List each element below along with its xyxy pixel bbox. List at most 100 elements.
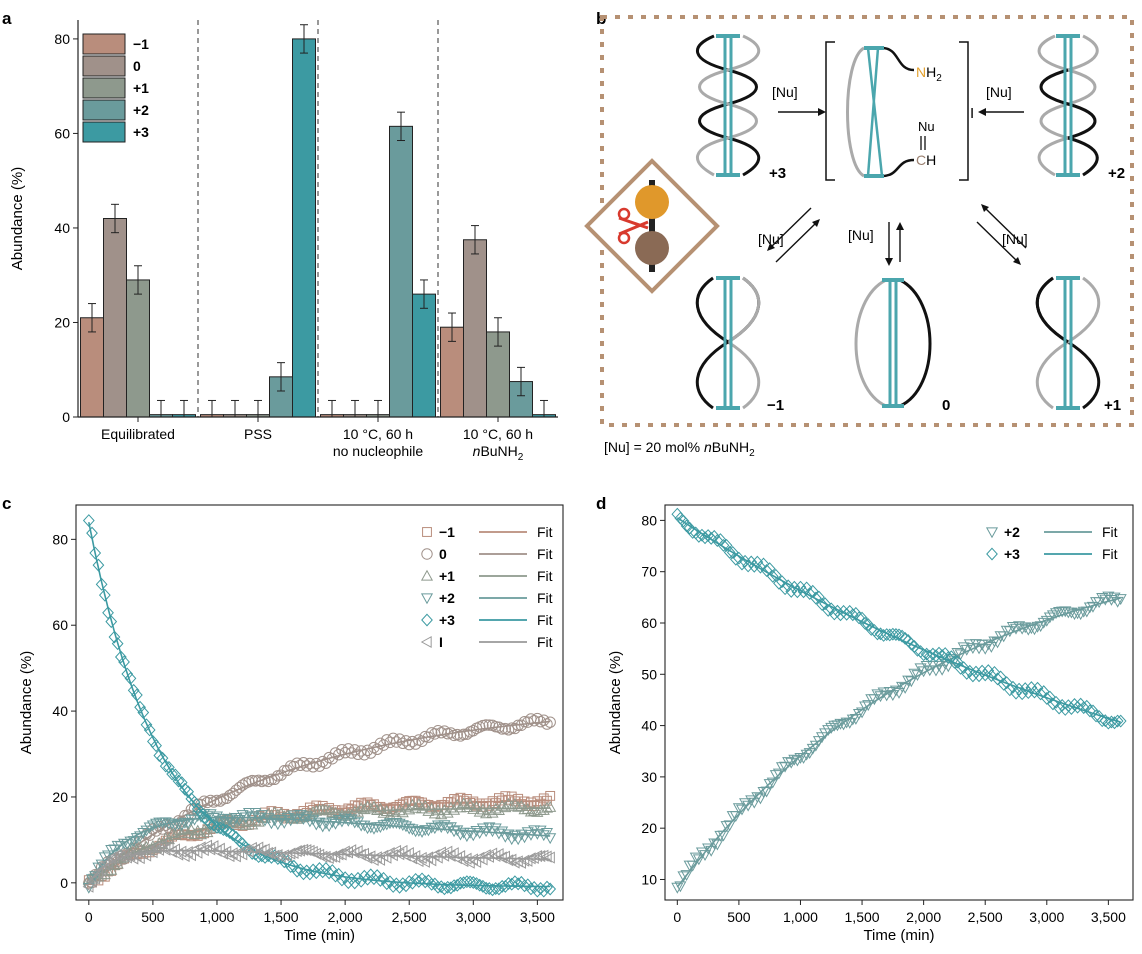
knot-plus2 <box>1037 34 1099 177</box>
data-point <box>102 606 114 620</box>
data-point <box>332 814 345 826</box>
data-point <box>473 805 486 817</box>
data-point <box>505 799 518 811</box>
data-point <box>508 856 520 869</box>
data-point <box>754 560 767 574</box>
fit-line <box>88 816 551 884</box>
data-point <box>720 538 733 552</box>
data-point <box>893 628 905 642</box>
data-point <box>936 649 948 663</box>
fit-line <box>676 597 1121 888</box>
data-point <box>133 852 145 865</box>
legend-label: 0 <box>133 58 141 74</box>
data-point <box>262 775 274 788</box>
data-point <box>936 664 949 676</box>
bar <box>463 239 487 418</box>
data-point <box>1034 687 1047 701</box>
y-axis-label: Abundance (%) <box>607 651 624 754</box>
data-point <box>425 877 438 891</box>
y-tick-label: 40 <box>641 718 657 734</box>
data-point <box>185 849 197 862</box>
data-point <box>528 804 541 816</box>
data-point <box>457 876 470 890</box>
data-point <box>1025 623 1038 635</box>
data-point <box>92 866 104 879</box>
data-point <box>438 882 451 896</box>
data-point <box>421 548 433 560</box>
y-tick-label: 20 <box>54 314 70 330</box>
data-point <box>518 832 531 844</box>
data-point <box>358 803 371 815</box>
series <box>671 507 1127 730</box>
data-point <box>101 856 113 869</box>
data-point <box>291 864 303 878</box>
data-point <box>470 877 483 891</box>
data-point <box>388 802 399 813</box>
data-point <box>822 725 835 737</box>
x-tick-label: 10 °C, 60 h <box>463 426 533 442</box>
data-point <box>374 822 387 834</box>
data-point <box>476 853 488 866</box>
data-point <box>377 739 390 751</box>
bracket-right <box>959 41 969 181</box>
data-point <box>166 767 178 781</box>
bar <box>126 279 150 418</box>
data-point <box>1087 704 1099 718</box>
data-point <box>172 819 185 831</box>
data-point <box>735 804 749 816</box>
data-point <box>985 669 998 682</box>
data-point <box>371 804 384 815</box>
data-point <box>452 795 463 806</box>
legend-label: +1 <box>133 80 149 96</box>
data-point <box>782 757 795 769</box>
data-point <box>108 630 121 644</box>
data-point <box>287 810 300 822</box>
y-axis-label: Abundance (%) <box>18 651 35 754</box>
label-plus3: +3 <box>769 165 786 182</box>
data-point <box>1111 714 1124 728</box>
data-point <box>420 635 432 649</box>
data-point <box>421 613 433 627</box>
data-point <box>470 800 483 812</box>
bar <box>103 218 127 418</box>
data-point <box>98 588 111 602</box>
legend-fit-label: Fit <box>537 590 553 606</box>
data-point <box>763 779 776 791</box>
data-point <box>195 805 207 819</box>
data-point <box>723 545 736 559</box>
data-point <box>692 854 705 866</box>
data-point <box>896 629 908 643</box>
data-point <box>211 820 223 834</box>
y-tick-label: 80 <box>641 512 657 528</box>
x-tick-label: 3,500 <box>520 909 555 925</box>
data-point <box>1096 592 1109 604</box>
data-point <box>541 718 553 730</box>
data-point <box>281 812 294 824</box>
y-tick-label: 10 <box>641 871 657 887</box>
data-point <box>908 668 921 680</box>
data-point <box>732 803 745 815</box>
data-point <box>680 519 693 533</box>
data-point <box>537 884 550 898</box>
data-point <box>201 826 214 838</box>
data-point <box>871 689 884 701</box>
data-point <box>162 840 174 853</box>
data-point <box>95 864 107 877</box>
label-minus1: −1 <box>767 397 784 414</box>
data-point <box>223 814 236 826</box>
data-point <box>415 802 429 814</box>
data-point <box>89 546 102 560</box>
data-point <box>204 817 217 831</box>
data-point <box>287 811 300 823</box>
data-point <box>313 817 326 829</box>
data-point <box>153 749 166 762</box>
data-point <box>495 851 507 864</box>
data-point <box>169 843 180 856</box>
legend-fit-label: Fit <box>537 634 553 650</box>
x-axis-label: Time (min) <box>863 927 934 944</box>
legend-label: +3 <box>1004 546 1020 562</box>
panel-label-c: c <box>2 494 11 513</box>
data-point <box>736 557 748 571</box>
data-point <box>717 538 730 552</box>
data-point <box>371 743 383 755</box>
